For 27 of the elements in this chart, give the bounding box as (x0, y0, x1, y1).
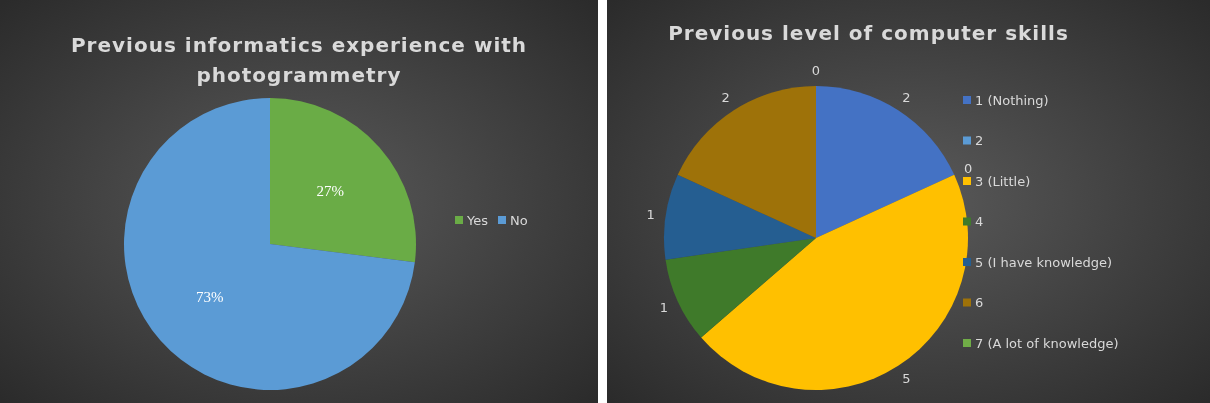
data-label: 1 (659, 300, 669, 316)
legend-label: 4 (975, 214, 984, 230)
legend-label: Yes (466, 212, 489, 228)
data-label: 5 (902, 371, 911, 387)
pie-slice (677, 86, 816, 238)
legend-label: 3 (Little) (975, 173, 1031, 189)
legend-label: No (510, 212, 528, 228)
data-label: 73% (196, 289, 224, 306)
legend-label: 7 (A lot of knowledge) (975, 335, 1119, 351)
pie-slice (816, 86, 955, 238)
text: 0 (963, 161, 973, 177)
data-label: 2 (902, 89, 911, 105)
chart-title: Previous level of computer skills (668, 21, 1069, 45)
pie-slice (701, 174, 968, 390)
data-label: 27% (316, 183, 344, 200)
text: 0 (811, 63, 821, 79)
data-label: 1 (646, 206, 655, 222)
legend-label: 2 (975, 133, 984, 149)
pie-slice (270, 98, 416, 263)
legend-label: 6 (975, 295, 984, 311)
pie-slice (664, 174, 816, 260)
legend-label: 1 (Nothing) (975, 92, 1049, 108)
chart-title: Previous informatics experience with photogrammetry (70, 33, 528, 87)
data-label: 2 (721, 89, 730, 105)
legend-label: 5 (I have knowledge) (975, 254, 1113, 270)
pie-slice (124, 98, 415, 390)
pie-slice (665, 238, 816, 338)
